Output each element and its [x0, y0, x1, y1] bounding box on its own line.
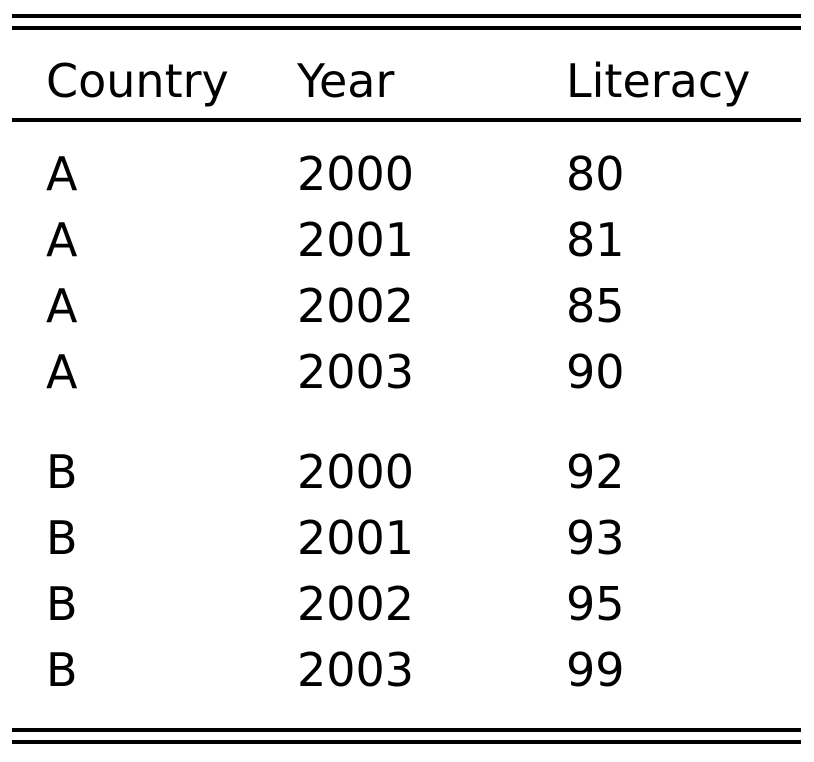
cell-country: B [46, 577, 78, 631]
cell-country: A [46, 147, 78, 201]
cell-literacy: 95 [566, 577, 625, 631]
header-rule [12, 118, 801, 122]
cell-literacy: 80 [566, 147, 625, 201]
bottom-rule-outer [12, 740, 801, 744]
cell-year: 2003 [297, 345, 415, 399]
cell-country: A [46, 213, 78, 267]
cell-country: B [46, 643, 78, 697]
cell-country: A [46, 279, 78, 333]
cell-country: A [46, 345, 78, 399]
top-rule-inner [12, 26, 801, 30]
cell-literacy: 93 [566, 511, 625, 565]
bottom-rule-inner [12, 728, 801, 732]
cell-literacy: 92 [566, 445, 625, 499]
cell-literacy: 85 [566, 279, 625, 333]
cell-literacy: 81 [566, 213, 625, 267]
cell-country: B [46, 511, 78, 565]
header-year: Year [297, 54, 395, 108]
cell-year: 2001 [297, 511, 415, 565]
cell-literacy: 99 [566, 643, 625, 697]
cell-year: 2002 [297, 577, 415, 631]
cell-year: 2000 [297, 147, 415, 201]
cell-year: 2000 [297, 445, 415, 499]
header-literacy: Literacy [566, 54, 751, 108]
cell-country: B [46, 445, 78, 499]
header-country: Country [46, 54, 229, 108]
cell-year: 2001 [297, 213, 415, 267]
cell-year: 2002 [297, 279, 415, 333]
cell-literacy: 90 [566, 345, 625, 399]
top-rule-outer [12, 14, 801, 18]
cell-year: 2003 [297, 643, 415, 697]
